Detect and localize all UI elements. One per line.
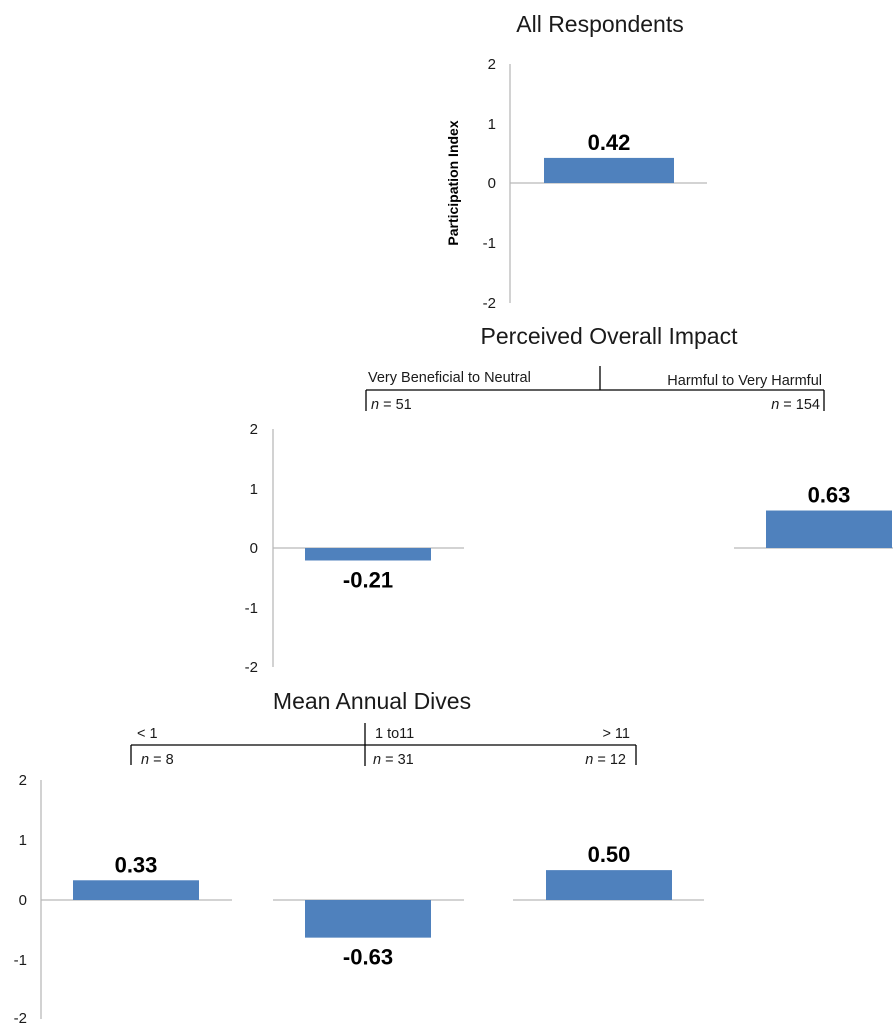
chart-title-perceived-overall-impact: Perceived Overall Impact: [481, 323, 739, 349]
category-label: < 1: [137, 726, 158, 742]
chart-all-respondents: All Respondents Participation Index 2 1 …: [445, 11, 707, 312]
group-bracket: [130, 723, 637, 766]
y-axis-label: Participation Index: [445, 120, 461, 245]
sample-size-label: n = 8: [141, 752, 174, 768]
data-label-1-to-11: -0.63: [343, 945, 393, 970]
category-label: > 11: [602, 726, 630, 742]
y-tick-label: 1: [488, 116, 496, 133]
y-tick-label: -1: [483, 235, 496, 252]
data-label-very-beneficial-to-neutral: -0.21: [343, 567, 393, 592]
y-tick-label: 2: [488, 56, 496, 73]
y-tick-label: -2: [245, 659, 258, 676]
y-tick-label: 0: [250, 540, 258, 557]
bar-very-beneficial-to-neutral: [305, 548, 431, 561]
y-tick-label: -2: [14, 1010, 27, 1025]
chart-title-all-respondents: All Respondents: [516, 11, 684, 37]
category-label: 1 to11: [375, 726, 414, 742]
category-label: Very Beneficial to Neutral: [368, 370, 531, 386]
sample-size-label: n = 51: [371, 397, 412, 413]
y-tick-label: -1: [245, 600, 258, 617]
sample-size-label: n = 12: [585, 752, 626, 768]
y-tick-label: 2: [19, 772, 27, 789]
y-tick-label: 0: [488, 175, 496, 192]
chart-mean-annual-dives: Mean Annual Dives < 1 1 to11 > 11 n = 8 …: [14, 688, 704, 1025]
chart-title-mean-annual-dives: Mean Annual Dives: [273, 688, 471, 714]
y-tick-label: -1: [14, 952, 27, 969]
sample-size-label: n = 31: [373, 752, 414, 768]
data-label-harmful-to-very-harmful: 0.63: [808, 483, 851, 508]
chart-perceived-overall-impact: Perceived Overall Impact Very Beneficial…: [245, 323, 893, 676]
y-tick-label: 1: [19, 832, 27, 849]
bar-1-to-11: [305, 900, 431, 938]
data-label-greater-than-11: 0.50: [588, 842, 631, 867]
data-label-all-respondents: 0.42: [588, 130, 631, 155]
data-label-less-than-1: 0.33: [115, 852, 158, 877]
y-tick-label: 0: [19, 892, 27, 909]
y-tick-label: -2: [483, 295, 496, 312]
bar-less-than-1: [73, 880, 199, 900]
y-tick-label: 2: [250, 421, 258, 438]
bar-all-respondents: [544, 157, 674, 183]
bar-greater-than-11: [546, 870, 672, 900]
bar-harmful-to-very-harmful: [766, 510, 892, 548]
category-label: Harmful to Very Harmful: [667, 373, 822, 389]
group-bracket: [365, 366, 825, 411]
sample-size-label: n = 154: [771, 397, 820, 413]
y-tick-label: 1: [250, 481, 258, 498]
